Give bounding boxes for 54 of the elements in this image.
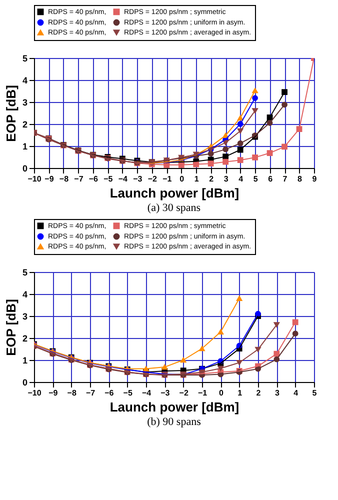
x-tick-label: −2: [148, 174, 158, 184]
x-tick-label: −9: [48, 388, 58, 398]
x-tick-label: 5: [312, 388, 318, 398]
y-tick-label: 3: [22, 312, 28, 322]
x-tick-label: 3: [224, 174, 229, 184]
x-axis-title: Launch power [dBm]: [110, 186, 240, 200]
text: (b) 90 spans: [147, 416, 201, 428]
x-tick-label: 5: [253, 174, 258, 184]
x-tick-label: 8: [298, 174, 303, 184]
x-tick-label: −10: [28, 174, 42, 184]
x-tick-label: −8: [67, 388, 77, 398]
x-tick-label: −7: [86, 388, 96, 398]
x-tick-label: 0: [180, 174, 185, 184]
y-tick-label: 0: [22, 164, 28, 174]
y-tick-label: 2: [22, 120, 28, 130]
x-tick-label: 2: [209, 174, 214, 184]
y-tick-label: 3: [22, 98, 28, 108]
y-tick-label: 2: [22, 334, 28, 344]
x-tick-label: −9: [44, 174, 54, 184]
x-tick-label: 9: [312, 174, 318, 184]
y-tick-label: 1: [22, 356, 28, 366]
x-tick-label: 7: [282, 174, 288, 184]
x-tick-label: 0: [218, 388, 224, 398]
x-tick-label: −3: [160, 388, 170, 398]
x-tick-label: −1: [198, 388, 208, 398]
y-tick-label: 1: [22, 142, 28, 152]
x-tick-label: −8: [59, 174, 70, 184]
x-tick-label: −3: [133, 174, 143, 184]
y-axis-title: EOP [dB]: [3, 299, 18, 356]
x-tick-label: −10: [28, 388, 42, 398]
text: (a) 30 spans: [147, 202, 201, 214]
x-tick-label: 1: [238, 388, 243, 398]
x-tick-label: −5: [123, 388, 133, 398]
y-tick-label: 5: [22, 268, 28, 278]
x-tick-label: 4: [294, 388, 299, 398]
x-tick-label: 2: [256, 388, 262, 398]
x-tick-label: −2: [179, 388, 189, 398]
x-axis-title: Launch power [dBm]: [110, 400, 240, 414]
x-tick-label: −4: [142, 388, 152, 398]
x-tick-label: 6: [268, 174, 274, 184]
y-tick-label: 4: [22, 76, 28, 86]
x-tick-label: −1: [162, 174, 172, 184]
x-tick-label: −5: [104, 174, 114, 184]
x-tick-label: 4: [238, 174, 244, 184]
y-tick-label: 5: [22, 54, 28, 64]
x-tick-label: −6: [88, 174, 99, 184]
x-tick-label: −7: [74, 174, 84, 184]
x-tick-label: −6: [104, 388, 114, 398]
y-axis-title: EOP [dB]: [3, 85, 18, 142]
x-tick-label: 3: [274, 388, 280, 398]
x-tick-label: 1: [194, 174, 200, 184]
x-tick-label: −4: [118, 174, 128, 184]
y-tick-label: 0: [22, 378, 28, 388]
y-tick-label: 4: [22, 290, 28, 300]
